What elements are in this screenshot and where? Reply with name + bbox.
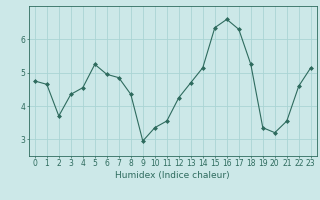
X-axis label: Humidex (Indice chaleur): Humidex (Indice chaleur) (116, 171, 230, 180)
